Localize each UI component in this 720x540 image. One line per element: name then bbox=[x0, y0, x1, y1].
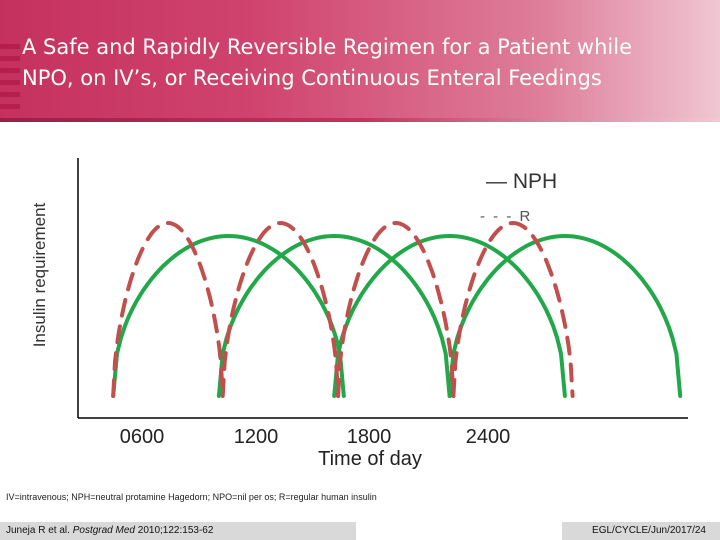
regular-curve-4 bbox=[451, 220, 575, 398]
citation-details: 2010;122:153-62 bbox=[137, 525, 214, 536]
nph-curve-2 bbox=[216, 233, 452, 398]
nph-curve-1 bbox=[111, 233, 346, 398]
x-axis-label: Time of day bbox=[318, 448, 422, 470]
x-tick-1200: 1200 bbox=[233, 426, 279, 448]
citation-journal: Postgrad Med bbox=[72, 525, 135, 536]
header-shadow bbox=[0, 118, 720, 122]
footnote: IV=intravenous; NPH=neutral protamine Ha… bbox=[6, 492, 377, 502]
curves-layer bbox=[111, 220, 683, 398]
legend-regular: - - - R bbox=[480, 208, 533, 225]
citation: Juneja R et al. Postgrad Med 2010;122:15… bbox=[0, 522, 356, 540]
regular-curve-2 bbox=[220, 220, 341, 398]
nph-curve-3 bbox=[332, 233, 567, 398]
title-line-1: A Safe and Rapidly Reversible Regimen fo… bbox=[22, 35, 632, 59]
regular-curve-3 bbox=[336, 220, 456, 398]
slide-title: A Safe and Rapidly Reversible Regimen fo… bbox=[22, 32, 712, 94]
legend-nph: — NPH bbox=[486, 170, 558, 193]
x-tick-2400: 2400 bbox=[465, 426, 511, 448]
title-line-2: NPO, on IV’s, or Receiving Continuous En… bbox=[22, 66, 602, 90]
regular-curve-1 bbox=[111, 220, 225, 398]
decorative-bars bbox=[0, 44, 20, 116]
slide-code: EGL/CYCLE/Jun/2017/24 bbox=[562, 522, 720, 540]
x-tick-0600: 0600 bbox=[119, 426, 165, 448]
nph-curve-4 bbox=[447, 233, 683, 398]
x-tick-1800: 1800 bbox=[346, 426, 392, 448]
header-banner: A Safe and Rapidly Reversible Regimen fo… bbox=[0, 0, 720, 118]
citation-authors: Juneja R et al. bbox=[6, 525, 70, 536]
